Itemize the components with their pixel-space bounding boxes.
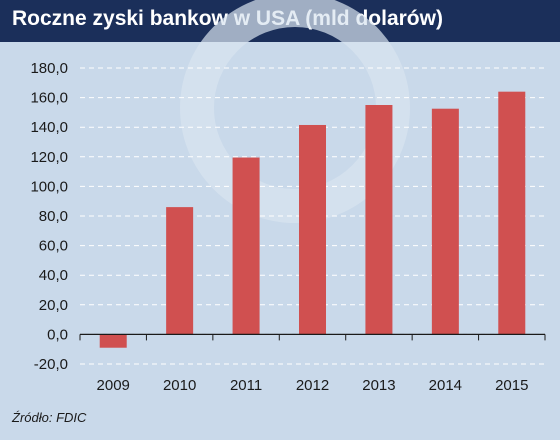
x-axis — [79, 333, 546, 341]
watermark-ring — [180, 0, 410, 223]
bars — [99, 91, 526, 348]
y-tick-label: 140,0 — [30, 119, 68, 136]
bar-2014 — [431, 108, 459, 335]
bar-2015 — [498, 91, 526, 335]
x-tick-label: 2011 — [230, 377, 262, 394]
bar-2011 — [232, 157, 260, 335]
x-tick-label: 2015 — [495, 377, 528, 394]
y-tick-label: 160,0 — [30, 90, 68, 107]
bar-2010 — [166, 207, 194, 335]
bar-2009 — [99, 334, 127, 348]
y-tick-label: 40,0 — [39, 267, 68, 284]
grid-lines — [80, 67, 545, 365]
y-tick-label: 20,0 — [39, 297, 68, 314]
x-tick-label: 2012 — [296, 377, 329, 394]
y-tick-label: 120,0 — [30, 149, 68, 166]
y-tick-label: 180,0 — [30, 60, 68, 77]
y-tick-label: 80,0 — [39, 208, 68, 225]
bar-2012 — [299, 124, 326, 335]
y-tick-label: 60,0 — [39, 238, 68, 255]
watermark-logo — [180, 0, 410, 223]
x-tick-label: 2014 — [429, 377, 462, 394]
y-axis-ticks: -20,0 0,0 20,0 40,0 60,0 80,0 100,0 120,0 140,0 1… — [30, 60, 68, 373]
x-tick-label: 2010 — [163, 377, 196, 394]
watermark-core — [266, 48, 370, 152]
source-note: Źródło: FDIC — [12, 410, 87, 425]
x-tick-label: 2013 — [362, 377, 395, 394]
y-tick-label: -20,0 — [34, 356, 68, 373]
x-axis-ticks: 2009 2010 2011 2012 2013 2014 2015 — [97, 377, 529, 394]
bar-2013 — [365, 105, 393, 335]
y-tick-label: 0,0 — [47, 326, 68, 343]
x-tick-label: 2009 — [97, 377, 130, 394]
y-tick-label: 100,0 — [30, 178, 68, 195]
